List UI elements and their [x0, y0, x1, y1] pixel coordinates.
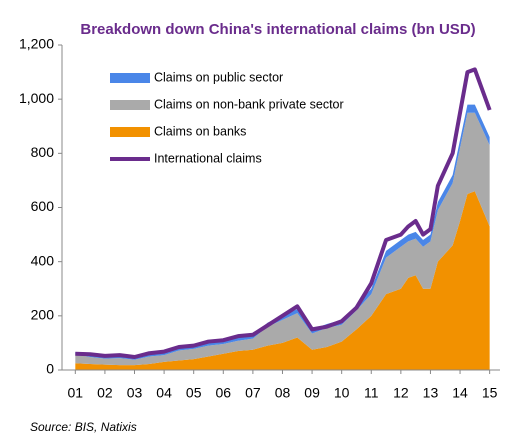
x-tick-label: 12: [393, 385, 409, 401]
x-tick-label: 07: [245, 385, 261, 401]
area: [75, 191, 490, 370]
y-tick-label: 600: [31, 198, 55, 214]
source-note: Source: BIS, Natixis: [30, 420, 137, 434]
y-tick-label: 400: [31, 252, 55, 268]
legend-label: International claims: [154, 151, 262, 165]
line: [75, 67, 492, 359]
x-tick-label: 13: [423, 385, 439, 401]
x-tick-label: 06: [216, 385, 232, 401]
y-tick-label: 800: [31, 144, 55, 160]
x-tick-label: 15: [482, 385, 498, 401]
x-tick-label: 05: [186, 385, 202, 401]
y-tick-label: 1,200: [19, 36, 54, 52]
x-tick-label: 04: [156, 385, 172, 401]
x-tick-label: 09: [304, 385, 320, 401]
x-tick-label: 14: [452, 385, 468, 401]
x-tick-label: 03: [127, 385, 143, 401]
y-tick-label: 1,000: [19, 90, 54, 106]
y-tick-label: 0: [46, 361, 54, 377]
x-tick-label: 01: [68, 385, 84, 401]
legend-swatch: [110, 73, 150, 83]
y-tick-label: 200: [31, 307, 55, 323]
x-tick-label: 02: [97, 385, 113, 401]
legend-swatch: [110, 127, 150, 137]
x-tick-label: 08: [275, 385, 291, 401]
legend-label: Claims on non-bank private sector: [154, 97, 344, 111]
legend-label: Claims on banks: [154, 124, 246, 138]
x-tick-label: 11: [364, 385, 379, 401]
legend-label: Claims on public sector: [154, 70, 283, 84]
x-tick-label: 10: [334, 385, 350, 401]
chart-title: Breakdown down China's international cla…: [80, 21, 475, 38]
legend-swatch: [110, 100, 150, 110]
